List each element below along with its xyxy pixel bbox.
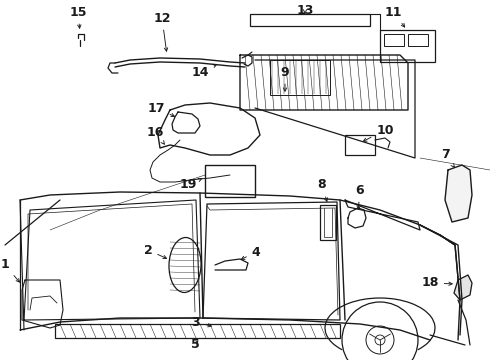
Bar [250, 14, 370, 26]
Text: 10: 10 [364, 123, 394, 141]
Text: 15: 15 [69, 5, 87, 28]
Text: 8: 8 [318, 179, 327, 201]
Text: 19: 19 [179, 179, 202, 192]
Text: 13: 13 [296, 4, 314, 17]
Text: 16: 16 [147, 126, 164, 144]
Text: 18: 18 [421, 276, 452, 289]
Polygon shape [445, 165, 472, 222]
Bar [384, 34, 404, 46]
Text: 5: 5 [191, 338, 199, 351]
Text: 11: 11 [384, 5, 405, 27]
Bar [345, 135, 375, 155]
Text: 2: 2 [144, 243, 167, 258]
Text: 6: 6 [356, 184, 364, 209]
Bar [320, 205, 336, 240]
Text: 9: 9 [281, 66, 289, 91]
Text: 4: 4 [242, 246, 260, 259]
Text: 17: 17 [147, 102, 174, 117]
Polygon shape [454, 275, 472, 300]
Text: 14: 14 [191, 64, 217, 78]
Text: 1: 1 [0, 258, 20, 282]
Bar [205, 165, 255, 197]
Text: 3: 3 [191, 315, 211, 328]
Bar [408, 34, 428, 46]
Bar [270, 60, 330, 95]
Text: 7: 7 [441, 148, 454, 167]
Text: 12: 12 [153, 12, 171, 51]
Bar [55, 324, 340, 338]
Bar [380, 30, 435, 62]
